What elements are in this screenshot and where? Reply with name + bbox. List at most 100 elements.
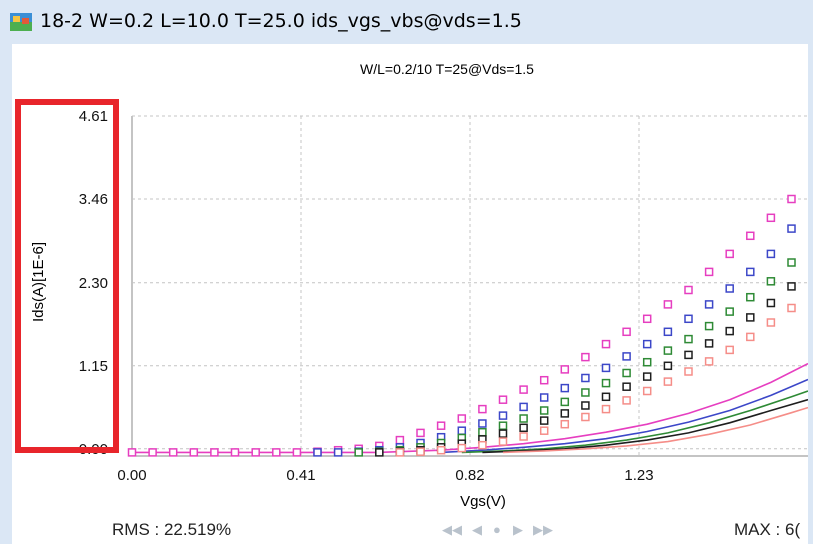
data-point xyxy=(746,231,755,241)
data-point xyxy=(560,383,570,393)
data-point xyxy=(746,267,755,277)
x-tick-label: 1.23 xyxy=(624,467,653,484)
data-point xyxy=(601,378,611,388)
data-point xyxy=(436,445,446,455)
data-point xyxy=(560,397,570,407)
data-point xyxy=(581,352,590,362)
status-bar: RMS : 22.519% ◀◀ ◀ ● ▶ ▶▶ MAX : 6( xyxy=(12,514,808,544)
data-point xyxy=(210,448,219,457)
model-curve xyxy=(461,390,808,454)
data-point xyxy=(622,382,631,391)
data-point xyxy=(601,363,611,373)
data-point xyxy=(766,249,776,259)
data-point xyxy=(519,402,528,412)
y-tick-label: 4.61 xyxy=(79,108,108,125)
data-point xyxy=(725,307,734,316)
data-point xyxy=(622,368,631,378)
data-point xyxy=(416,447,425,456)
data-point xyxy=(663,300,673,309)
data-point xyxy=(725,326,734,336)
data-point xyxy=(581,373,590,383)
data-point xyxy=(746,313,755,322)
y-tick-label: 1.15 xyxy=(79,358,108,375)
app-chart-icon xyxy=(10,13,32,31)
data-point xyxy=(251,448,260,457)
data-point xyxy=(230,448,240,457)
data-point xyxy=(498,411,508,420)
previous-button[interactable]: ◀ xyxy=(472,522,482,537)
window-title: 18-2 W=0.2 L=10.0 T=25.0 ids_vgs_vbs@vds… xyxy=(40,10,522,32)
play-button[interactable]: ● xyxy=(493,522,501,537)
data-point xyxy=(539,406,549,415)
data-point xyxy=(581,401,590,410)
last-page-button[interactable]: ▶▶ xyxy=(533,522,553,537)
data-point xyxy=(539,426,549,435)
data-point xyxy=(642,339,652,349)
data-point xyxy=(519,423,528,433)
chart: W/L=0.2/10 T=25@Vds=1.5 0.00 0.41 0.82 1.23… xyxy=(15,61,808,510)
data-point xyxy=(189,448,199,457)
model-curve xyxy=(482,398,808,454)
data-point xyxy=(622,327,631,337)
data-point xyxy=(168,448,178,457)
data-point xyxy=(787,258,796,267)
chart-title: W/L=0.2/10 T=25@Vds=1.5 xyxy=(360,61,534,77)
data-point xyxy=(560,409,570,418)
data-point xyxy=(560,365,570,374)
data-point xyxy=(642,357,652,367)
data-point xyxy=(519,432,528,441)
data-point xyxy=(684,350,693,360)
data-point xyxy=(519,414,528,423)
data-point xyxy=(478,427,487,437)
data-point xyxy=(127,448,137,457)
model-curve xyxy=(441,378,808,454)
data-point xyxy=(684,367,693,376)
data-point xyxy=(498,429,508,438)
title-bar: 18-2 W=0.2 L=10.0 T=25.0 ids_vgs_vbs@vds… xyxy=(0,0,813,44)
data-point xyxy=(704,339,714,348)
data-point xyxy=(354,448,363,457)
data-point xyxy=(766,213,776,223)
data-point xyxy=(725,345,734,355)
data-point xyxy=(395,448,405,457)
first-page-button[interactable]: ◀◀ xyxy=(442,522,462,537)
data-point xyxy=(148,448,157,457)
data-point xyxy=(746,292,755,302)
data-point xyxy=(375,448,384,457)
data-point xyxy=(725,284,734,293)
window-frame-left xyxy=(0,44,12,544)
next-button[interactable]: ▶ xyxy=(513,522,523,537)
data-point xyxy=(436,421,446,430)
data-point xyxy=(725,249,734,259)
data-point xyxy=(333,448,343,457)
data-point xyxy=(498,421,508,430)
data-point xyxy=(622,396,631,405)
data-point xyxy=(704,357,714,366)
y-axis-label: Ids(A)[1E-6] xyxy=(30,242,47,322)
data-point xyxy=(519,385,528,394)
y-axis-highlight-box xyxy=(15,99,119,453)
data-point xyxy=(684,285,693,295)
data-point xyxy=(457,426,467,435)
data-point xyxy=(642,314,652,324)
x-axis-label: Vgs(V) xyxy=(460,493,506,510)
y-tick-label: 3.46 xyxy=(79,191,108,208)
data-point xyxy=(539,375,549,385)
data-point xyxy=(766,318,776,327)
data-point xyxy=(766,277,776,286)
data-point xyxy=(642,372,652,381)
data-point xyxy=(457,414,467,423)
model-curve xyxy=(502,406,808,454)
data-point xyxy=(787,282,796,291)
x-tick-label: 0.00 xyxy=(117,467,146,484)
data-point xyxy=(560,419,570,429)
data-point xyxy=(539,393,549,402)
data-point xyxy=(292,448,302,457)
data-point xyxy=(601,392,611,402)
data-point xyxy=(642,386,652,396)
data-point xyxy=(478,440,487,450)
data-point xyxy=(622,352,631,361)
data-point xyxy=(601,404,611,414)
x-tick-label: 0.82 xyxy=(455,467,484,484)
data-point xyxy=(766,298,776,308)
